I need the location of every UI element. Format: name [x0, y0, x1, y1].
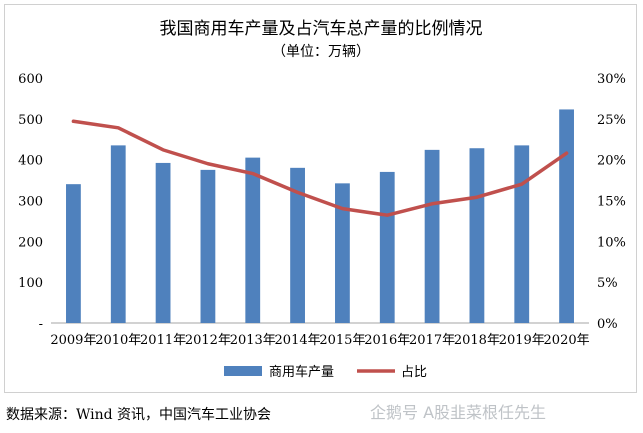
bar-production: [335, 183, 350, 323]
plot-area: - 100 200 300 400 500 600 0% 5% 10% 15% 20% 25% 30% 20…: [18, 72, 626, 348]
legend-label-share: 占比: [401, 365, 427, 380]
bar-production: [290, 167, 305, 323]
legend-label-production: 商用车产量: [269, 364, 334, 380]
bar-production: [514, 145, 530, 323]
left-axis-tick-label: 600: [18, 72, 43, 87]
x-axis-tick-label: 2014年: [275, 333, 321, 348]
x-axis-tick-label: 2020年: [544, 333, 590, 348]
bar-production: [245, 157, 261, 323]
legend: 商用车产量 占比: [224, 364, 427, 380]
right-axis-tick-label: 0%: [597, 317, 618, 332]
left-axis-tick-label: 200: [18, 235, 43, 250]
right-axis-tick-label: 5%: [597, 276, 618, 291]
legend-swatch-production: [224, 366, 262, 376]
x-axis-tick-label: 2009年: [50, 333, 96, 348]
x-axis-tick-label: 2010年: [95, 333, 141, 348]
x-axis-tick-label: 2013年: [230, 333, 276, 348]
right-axis-tick-label: 15%: [597, 195, 626, 210]
right-axis-tick-label: 25%: [597, 113, 626, 128]
chart-svg: 我国商用车产量及占汽车总产量的比例情况 （单位：万辆） - 100 200 300 40…: [18, 19, 626, 380]
x-axis-tick-label: 2019年: [499, 333, 545, 348]
chart-title: 我国商用车产量及占汽车总产量的比例情况: [160, 19, 483, 39]
data-source-note: 数据来源：Wind 资讯，中国汽车工业协会: [6, 407, 272, 423]
left-axis-tick-label: 500: [18, 113, 43, 128]
bar-production: [155, 162, 171, 323]
right-axis-tick-label: 10%: [597, 235, 626, 250]
chart-frame: 我国商用车产量及占汽车总产量的比例情况 （单位：万辆） - 100 200 300 40…: [4, 4, 637, 393]
x-axis-tick-label: 2016年: [364, 333, 410, 348]
bar-production: [66, 184, 81, 323]
bar-production: [110, 145, 126, 323]
left-axis-tick-label: -: [39, 317, 43, 332]
x-axis-tick-label: 2018年: [454, 333, 500, 348]
watermark-text: 企鹅号 A股韭菜根任先生: [370, 403, 547, 422]
line-share: [71, 119, 569, 217]
x-axis-tick-label: 2012年: [185, 333, 231, 348]
bar-production: [469, 148, 485, 323]
bar-production: [200, 169, 216, 323]
right-axis-tick-label: 30%: [597, 72, 626, 87]
left-axis-tick-label: 300: [18, 195, 43, 210]
bar-production: [559, 109, 574, 323]
x-axis-tick-label: 2017年: [409, 333, 455, 348]
right-axis-tick-label: 20%: [597, 154, 626, 169]
x-axis-tick-label: 2015年: [319, 333, 365, 348]
chart-subtitle: （单位：万辆）: [272, 44, 370, 60]
left-axis-tick-label: 400: [18, 154, 43, 169]
bar-production: [379, 171, 395, 323]
left-axis-tick-label: 100: [18, 276, 43, 291]
bar-production: [424, 149, 440, 323]
x-axis-tick-label: 2011年: [140, 333, 186, 348]
